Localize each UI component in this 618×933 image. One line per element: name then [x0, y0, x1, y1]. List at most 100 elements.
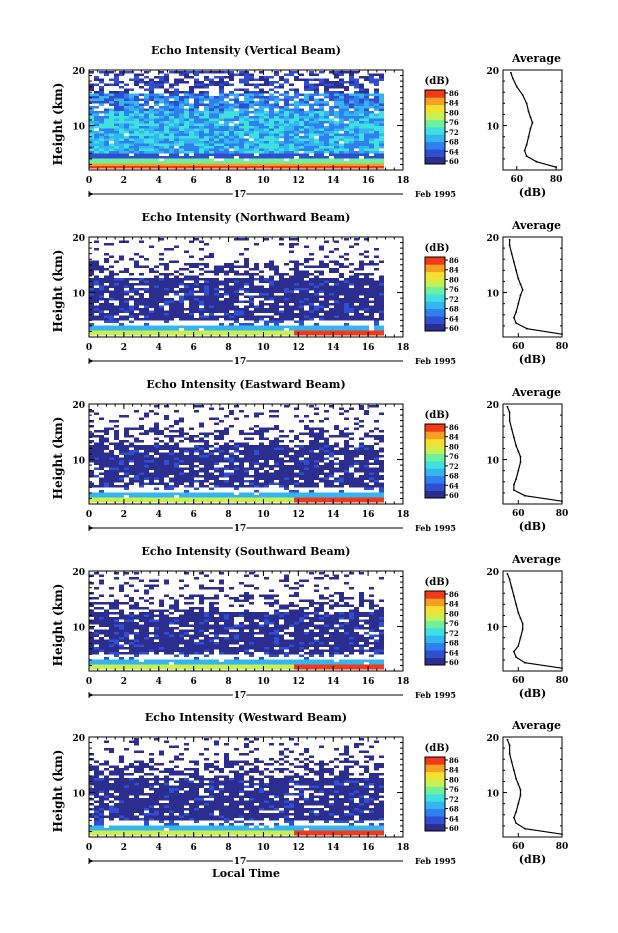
profile-xlabel: (dB) [519, 853, 546, 866]
colorbar-tick-label: 60 [449, 157, 459, 166]
profile-x-tick-label: 60 [512, 342, 525, 352]
colorbar-segment [425, 324, 445, 332]
colorbar-tick-label: 84 [449, 433, 459, 442]
profile-y-tick-label: 10 [486, 123, 499, 133]
colorbar-segment [425, 142, 445, 150]
x-tick-label: 14 [327, 176, 340, 186]
profile-point [513, 317, 515, 319]
profile-point [513, 595, 515, 597]
profile-title: Average [511, 219, 561, 232]
x-tick-label: 14 [327, 510, 340, 520]
profile-y-tick-label: 20 [486, 234, 499, 244]
colorbar-tick-label: 76 [449, 785, 459, 794]
profile-y-tick-label: 20 [486, 67, 499, 77]
profile-point [511, 253, 513, 255]
colorbar-segment [425, 772, 445, 780]
profile-point [513, 651, 515, 653]
colorbar-segment [425, 483, 445, 491]
colorbar-tick-label: 76 [449, 285, 459, 294]
panel-3: Echo Intensity (Southward Beam)Height (k… [51, 545, 568, 701]
x-tick-label: 18 [397, 510, 410, 520]
y-tick-label: 10 [72, 790, 85, 800]
x-axis-label: Local Time [212, 867, 280, 880]
profile-point [561, 333, 563, 335]
heatmap-cells [89, 71, 384, 169]
panel-title: Echo Intensity (Southward Beam) [142, 545, 351, 558]
colorbar-segment [425, 643, 445, 651]
profile-point [517, 803, 519, 805]
colorbar-segment [425, 606, 445, 614]
day-label: 17 [234, 357, 247, 367]
profile-point [536, 161, 538, 163]
colorbar-unit: (dB) [425, 577, 450, 588]
colorbar-tick-label: 72 [449, 128, 459, 137]
x-tick-label: 0 [86, 176, 92, 186]
colorbar-tick-label: 76 [449, 619, 459, 628]
profile-x-tick-label: 80 [556, 676, 569, 686]
profile-point [522, 289, 524, 291]
profile-point [520, 294, 522, 296]
x-tick-label: 10 [257, 343, 270, 353]
x-tick-label: 12 [292, 843, 305, 853]
profile-point [507, 406, 509, 408]
colorbar-unit: (dB) [425, 76, 450, 87]
x-tick-label: 6 [191, 343, 197, 353]
colorbar-segment [425, 105, 445, 113]
y-tick-label: 20 [72, 734, 85, 744]
colorbar-segment [425, 461, 445, 469]
y-tick-label: 10 [72, 624, 85, 634]
profile-point [515, 778, 517, 780]
profile-point [520, 637, 522, 639]
x-tick-label: 8 [225, 343, 231, 353]
colorbar-segment [425, 613, 445, 621]
colorbar-tick-label: 68 [449, 305, 459, 314]
y-tick-label: 20 [72, 568, 85, 578]
profile-point [511, 428, 513, 430]
profile-point [520, 617, 522, 619]
x-tick-label: 4 [156, 677, 162, 687]
profile-point [507, 573, 509, 575]
profile-point [516, 86, 518, 88]
x-tick-label: 14 [327, 677, 340, 687]
profile-xlabel: (dB) [519, 353, 546, 366]
x-tick-label: 0 [86, 677, 92, 687]
x-tick-label: 8 [225, 677, 231, 687]
colorbar-segment [425, 157, 445, 165]
day-label: 17 [234, 190, 247, 200]
profile-point [522, 94, 524, 96]
profile-point [515, 311, 517, 313]
colorbar-segment [425, 134, 445, 142]
profile-y-tick-label: 20 [486, 401, 499, 411]
profile-point [509, 239, 511, 241]
colorbar-tick-label: 64 [449, 481, 459, 490]
colorbar-tick-label: 64 [449, 147, 459, 156]
x-tick-label: 18 [397, 843, 410, 853]
profile-point [513, 489, 515, 491]
colorbar-segment [425, 650, 445, 658]
colorbar-tick-label: 76 [449, 452, 459, 461]
x-tick-label: 18 [397, 677, 410, 687]
colorbar-tick-label: 80 [449, 442, 459, 451]
profile-line [507, 407, 562, 501]
x-tick-label: 4 [156, 843, 162, 853]
profile-point [511, 587, 513, 589]
colorbar-segment [425, 658, 445, 666]
month-label: Feb 1995 [415, 189, 456, 199]
y-tick-label: 10 [72, 290, 85, 300]
colorbar-tick-label: 80 [449, 108, 459, 117]
profile-point [513, 484, 515, 486]
profile-point [515, 269, 517, 271]
y-tick-label: 10 [72, 123, 85, 133]
colorbar-segment [425, 801, 445, 809]
profile-point [509, 744, 511, 746]
profile-y-tick-label: 10 [486, 457, 499, 467]
profile-point [517, 645, 519, 647]
profile-point [555, 166, 557, 168]
colorbar-segment [425, 591, 445, 599]
colorbar-tick-label: 68 [449, 639, 459, 648]
profile-point [517, 470, 519, 472]
x-tick-label: 14 [327, 343, 340, 353]
y-axis-label: Height (km) [51, 250, 65, 333]
